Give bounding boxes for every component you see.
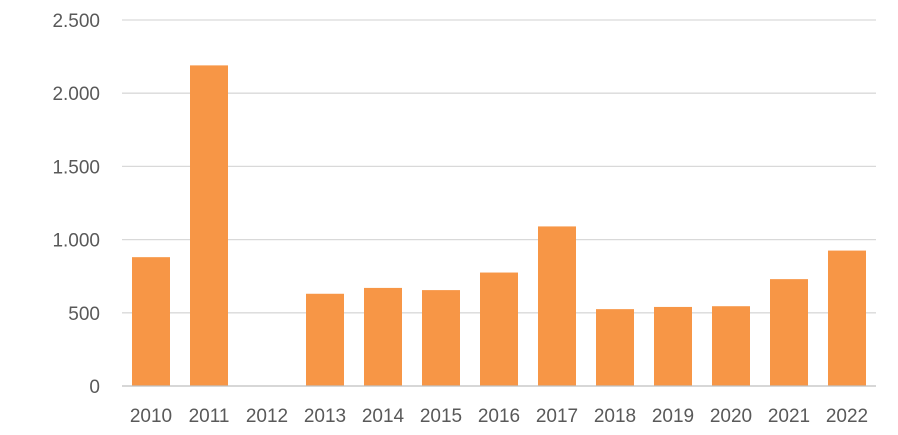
y-tick-label: 2.500 <box>52 11 100 32</box>
gridlines <box>122 19 876 314</box>
x-tick-label: 2019 <box>652 406 694 427</box>
bar-2014 <box>364 287 402 386</box>
bar-2018 <box>596 309 634 386</box>
x-tick-label: 2015 <box>420 406 462 427</box>
x-tick-label: 2018 <box>594 406 636 427</box>
y-axis-tick-labels: 0 500 1.000 1.500 2.000 2.500 <box>52 11 100 398</box>
x-tick-label: 2010 <box>130 406 172 427</box>
x-tick-label: 2016 <box>478 406 520 427</box>
y-tick-label: 1.000 <box>52 231 100 252</box>
bar-2022 <box>828 250 866 386</box>
bar-2015 <box>422 290 460 386</box>
x-tick-label: 2014 <box>362 406 405 427</box>
x-tick-label: 2013 <box>304 406 346 427</box>
bar-2016 <box>480 272 518 386</box>
bar-2013 <box>306 293 344 386</box>
x-tick-label: 2022 <box>826 406 868 427</box>
bar-2010 <box>132 257 170 386</box>
x-tick-label: 2012 <box>246 406 288 427</box>
x-tick-label: 2020 <box>710 406 752 427</box>
x-tick-label: 2021 <box>768 406 810 427</box>
bar-2017 <box>538 226 576 386</box>
bar-2021 <box>770 279 808 386</box>
bar-2011 <box>190 65 228 386</box>
bars <box>132 65 866 386</box>
x-axis-tick-labels: 2010 2011 2012 2013 2014 2015 2016 2017 2018 2019… <box>130 406 868 427</box>
bar-2020 <box>712 306 750 386</box>
y-tick-label: 500 <box>68 304 100 325</box>
x-tick-label: 2011 <box>189 406 230 427</box>
y-tick-label: 2.000 <box>52 84 100 105</box>
y-tick-label: 1.500 <box>52 157 100 178</box>
bar-2019 <box>654 306 692 386</box>
x-tick-label: 2017 <box>536 406 578 427</box>
y-tick-label: 0 <box>89 377 100 398</box>
